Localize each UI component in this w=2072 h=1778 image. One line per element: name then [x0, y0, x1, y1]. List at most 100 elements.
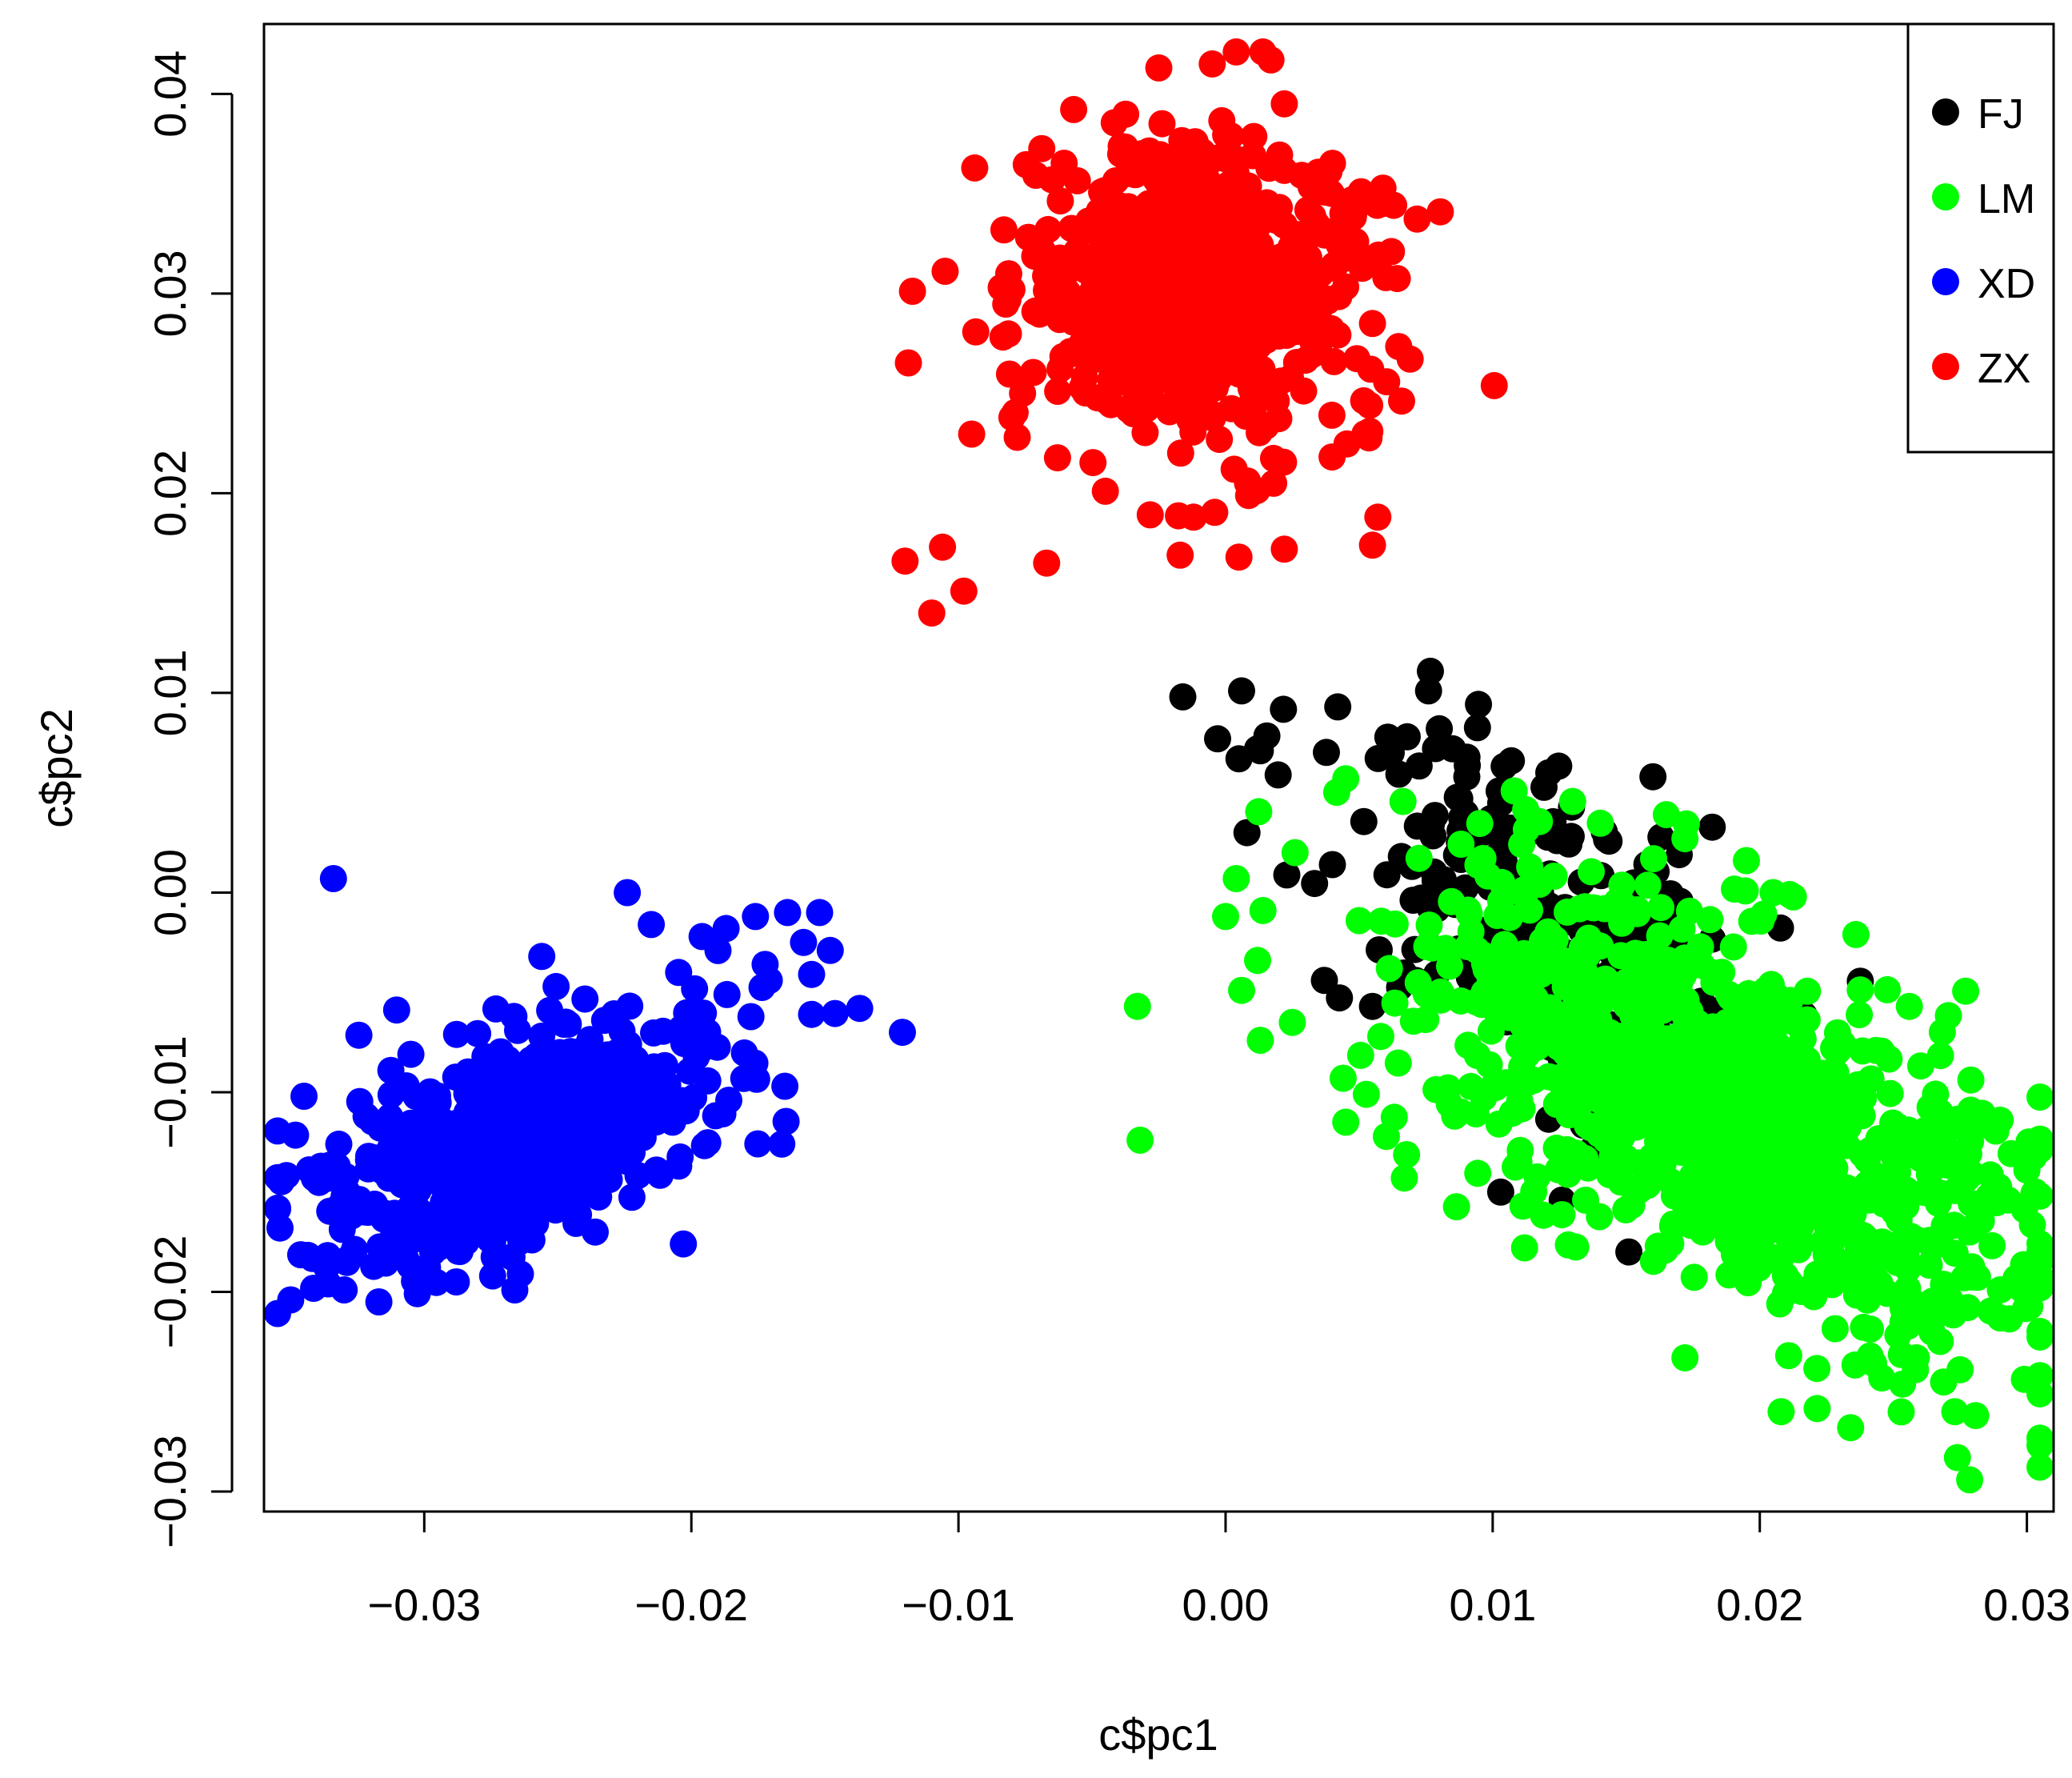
- point-LM: [1857, 1136, 1885, 1164]
- point-FJ: [1169, 683, 1197, 711]
- point-ZX: [1255, 154, 1283, 182]
- point-XD: [591, 1159, 619, 1187]
- point-FJ: [1417, 657, 1444, 685]
- point-LM: [1713, 1171, 1741, 1199]
- point-ZX: [1026, 300, 1054, 328]
- point-ZX: [1324, 321, 1352, 349]
- point-LM: [1986, 1106, 2014, 1134]
- point-ZX: [1086, 238, 1114, 266]
- point-FJ: [1438, 735, 1466, 763]
- point-ZX: [1388, 387, 1415, 415]
- point-ZX: [1373, 368, 1401, 396]
- point-ZX: [958, 420, 986, 448]
- point-LM: [1967, 1207, 1995, 1235]
- point-ZX: [1368, 190, 1396, 218]
- point-LM: [2026, 1424, 2054, 1452]
- point-LM: [1462, 1100, 1490, 1127]
- point-ZX: [1033, 549, 1061, 577]
- point-FJ: [1301, 870, 1329, 898]
- point-ZX: [950, 577, 978, 605]
- point-LM: [1946, 1356, 1974, 1384]
- point-ZX: [1182, 322, 1210, 350]
- point-ZX: [1320, 251, 1348, 279]
- point-XD: [798, 960, 826, 988]
- point-ZX: [1106, 140, 1134, 168]
- point-LM: [1618, 1191, 1646, 1219]
- point-LM: [1652, 801, 1680, 829]
- y-axis: −0.03 −0.02 −0.01 0.00 0.01 0.02 0.03 0.04: [145, 50, 234, 1548]
- point-XD: [576, 1026, 604, 1054]
- point-LM: [1244, 947, 1271, 975]
- point-XD: [282, 1121, 310, 1149]
- point-XD: [456, 1087, 484, 1115]
- legend-marker-FJ: [1932, 98, 1959, 126]
- point-LM: [1782, 1216, 1810, 1244]
- x-tick-label: 0.02: [1716, 1580, 1803, 1630]
- point-ZX: [1301, 313, 1329, 341]
- point-ZX: [1003, 423, 1031, 451]
- point-LM: [1534, 918, 1562, 946]
- point-ZX: [1044, 378, 1072, 405]
- point-XD: [314, 1270, 342, 1298]
- point-LM: [2026, 1240, 2054, 1268]
- point-XD: [378, 1131, 406, 1159]
- point-LM: [1842, 920, 1870, 948]
- point-LM: [1432, 935, 1459, 963]
- x-tick-label: −0.01: [902, 1580, 1015, 1630]
- point-LM: [1994, 1186, 2022, 1214]
- point-ZX: [1252, 412, 1280, 440]
- point-LM: [1803, 1355, 1831, 1383]
- point-LM: [1477, 1017, 1505, 1045]
- point-LM: [1646, 922, 1674, 950]
- point-LM: [1644, 1232, 1672, 1260]
- point-LM: [1832, 1109, 1860, 1137]
- point-LM: [1957, 1096, 1985, 1124]
- legend: FJ LM XD ZX: [1906, 22, 2055, 454]
- point-FJ: [1446, 785, 1474, 813]
- point-XD: [442, 1020, 470, 1048]
- point-LM: [2026, 1453, 2054, 1481]
- point-ZX: [1071, 320, 1099, 348]
- point-LM: [1857, 1315, 1884, 1343]
- point-ZX: [1079, 449, 1107, 477]
- point-LM: [1748, 1149, 1776, 1177]
- point-ZX: [1237, 374, 1265, 402]
- point-XD: [444, 1237, 472, 1265]
- point-FJ: [1647, 823, 1675, 851]
- point-XD: [585, 1183, 613, 1211]
- point-XD: [405, 1258, 433, 1286]
- point-LM: [1640, 845, 1667, 873]
- point-ZX: [1034, 215, 1062, 243]
- y-tick-label: 0.02: [145, 450, 195, 537]
- point-ZX: [1145, 54, 1173, 82]
- point-FJ: [1426, 715, 1454, 743]
- point-LM: [1536, 994, 1564, 1022]
- y-axis-label: c$pc2: [31, 708, 82, 827]
- point-LM: [1894, 1116, 1922, 1144]
- point-ZX: [1358, 310, 1386, 338]
- point-LM: [1578, 858, 1605, 886]
- point-ZX: [929, 533, 957, 561]
- point-ZX: [962, 318, 990, 346]
- point-LM: [1722, 987, 1750, 1015]
- point-ZX: [1240, 122, 1268, 150]
- point-FJ: [1273, 861, 1301, 889]
- point-ZX: [998, 275, 1026, 303]
- point-LM: [1751, 1187, 1779, 1215]
- point-FJ: [1246, 737, 1274, 765]
- point-ZX: [1198, 50, 1226, 78]
- point-LM: [1393, 1141, 1421, 1168]
- point-XD: [680, 1024, 708, 1052]
- point-XD: [712, 915, 740, 943]
- point-LM: [1822, 1059, 1850, 1087]
- point-LM: [1770, 1139, 1798, 1167]
- point-ZX: [1028, 134, 1056, 162]
- point-XD: [574, 1071, 602, 1099]
- point-XD: [298, 1244, 326, 1272]
- point-XD: [277, 1286, 305, 1314]
- point-XD: [681, 975, 709, 1003]
- y-tick-label: 0.00: [145, 849, 195, 936]
- point-ZX: [1042, 260, 1070, 288]
- point-XD: [744, 1130, 772, 1158]
